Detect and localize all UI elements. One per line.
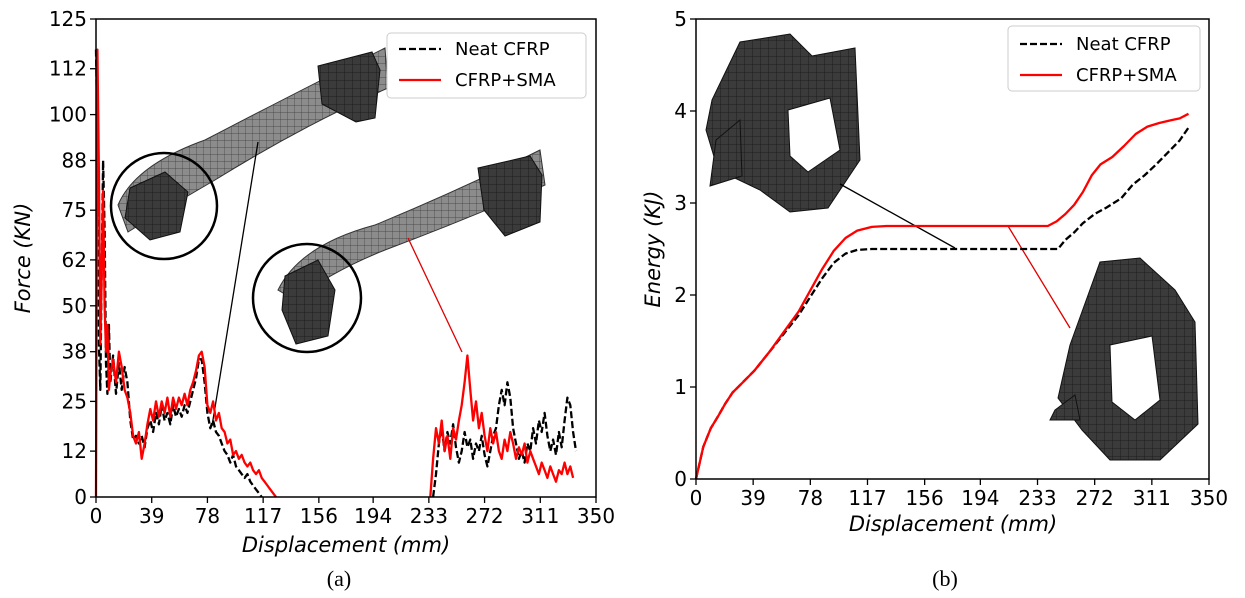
x-tick-label-b: 272	[1076, 486, 1114, 510]
x-tick-label-b: 311	[1133, 486, 1171, 510]
y-tick-label-a: 25	[62, 389, 87, 413]
x-tick-label-b: 39	[740, 486, 765, 510]
x-tick-label-b: 78	[798, 486, 823, 510]
crash-box-model-cfrp-sma-illustration	[251, 149, 546, 354]
series-lines-a	[94, 48, 578, 498]
y-tick-label-b: 4	[674, 99, 687, 123]
callout-line-neat-cfrp-b	[839, 183, 956, 249]
y-tick-label-a: 0	[74, 485, 87, 509]
y-tick-label-a: 88	[62, 148, 87, 172]
caption-a: (a)	[327, 566, 351, 591]
x-tick-label-b: 0	[690, 486, 703, 510]
x-tick-label-b: 233	[1018, 486, 1056, 510]
callout-line-cfrp-sma	[407, 237, 463, 353]
legend-label-neat-cfrp-a: Neat CFRP	[455, 39, 550, 60]
plot-frame-b	[695, 18, 1210, 480]
caption-b: (b)	[932, 566, 958, 591]
series-lines-b	[694, 112, 1190, 480]
crash-box-model-neat-cfrp-illustration	[109, 47, 389, 427]
y-axis-label-a: Force (KN)	[11, 203, 35, 314]
legend-a: Neat CFRP CFRP+SMA	[386, 32, 587, 99]
y-tick-label-b: 1	[674, 375, 687, 399]
x-tick-label-b: 194	[961, 486, 999, 510]
y-tick-label-a: 12	[62, 439, 87, 463]
legend-b: Neat CFRP CFRP+SMA	[1007, 25, 1201, 92]
callout-line-cfrp-sma-b	[1007, 225, 1071, 329]
y-tick-label-a: 75	[62, 198, 87, 222]
x-tick-label-a: 0	[90, 504, 103, 528]
y-tick-label-a: 125	[49, 7, 87, 31]
x-axis-label-a: Displacement (mm)	[242, 533, 450, 557]
axis-ticks-b: 0 39 78 117 156 194 233 272 311 350 0 1 2 3 4 5	[674, 7, 1228, 510]
x-tick-label-a: 233	[410, 504, 448, 528]
y-tick-label-b: 2	[674, 283, 687, 307]
x-tick-label-a: 117	[244, 504, 282, 528]
x-tick-label-a: 311	[521, 504, 559, 528]
y-tick-label-b: 3	[674, 191, 687, 215]
y-tick-label-a: 112	[49, 57, 87, 81]
series-line-cfrp-sma-a-seg1	[94, 48, 277, 498]
x-tick-label-a: 350	[577, 504, 615, 528]
legend-box-a	[386, 32, 587, 99]
y-tick-label-a: 100	[49, 103, 87, 127]
y-axis-label-b: Energy (KJ)	[641, 191, 665, 308]
x-tick-label-a: 194	[354, 504, 392, 528]
legend-label-cfrp-sma-b: CFRP+SMA	[1076, 65, 1177, 86]
y-tick-label-b: 0	[674, 467, 687, 491]
y-tick-label-b: 5	[674, 7, 687, 31]
y-tick-label-a: 62	[62, 248, 87, 272]
x-tick-label-b: 350	[1190, 486, 1228, 510]
detail-circle-a2	[251, 242, 363, 354]
x-tick-label-b: 156	[906, 486, 944, 510]
callout-line-neat-cfrp	[211, 141, 259, 427]
x-tick-label-a: 39	[139, 504, 164, 528]
detail-circle-a1	[109, 151, 219, 261]
legend-label-neat-cfrp-b: Neat CFRP	[1076, 34, 1171, 55]
axis-ticks-a: 0 39 78 117 156 194 233 272 311 350 0 12 25 38 50 62 75 8…	[49, 7, 615, 528]
legend-label-cfrp-sma-a: CFRP+SMA	[455, 70, 556, 91]
chart-a: 0 39 78 117 156 194 233 272 311 350 0 12 25 38 50 62 75 8…	[11, 7, 615, 591]
x-tick-label-b: 117	[848, 486, 886, 510]
chart-b: 0 39 78 117 156 194 233 272 311 350 0 1 2 3 4 5 Energy …	[641, 7, 1228, 591]
plot-frame-a	[95, 18, 597, 498]
deformed-crash-box-neat-cfrp-illustration	[705, 33, 956, 249]
deformed-crash-box-cfrp-sma-illustration	[1007, 225, 1199, 461]
series-line-cfrp-sma-a-seg2	[429, 354, 575, 498]
x-axis-label-b: Displacement (mm)	[849, 512, 1057, 536]
x-tick-label-a: 272	[465, 504, 503, 528]
y-tick-label-a: 50	[62, 294, 87, 318]
x-tick-label-a: 78	[195, 504, 220, 528]
series-line-neat-cfrp-a-seg2	[431, 381, 578, 498]
y-tick-label-a: 38	[62, 340, 87, 364]
series-line-cfrp-sma-b-seg1	[694, 112, 1190, 480]
x-tick-label-a: 156	[300, 504, 338, 528]
